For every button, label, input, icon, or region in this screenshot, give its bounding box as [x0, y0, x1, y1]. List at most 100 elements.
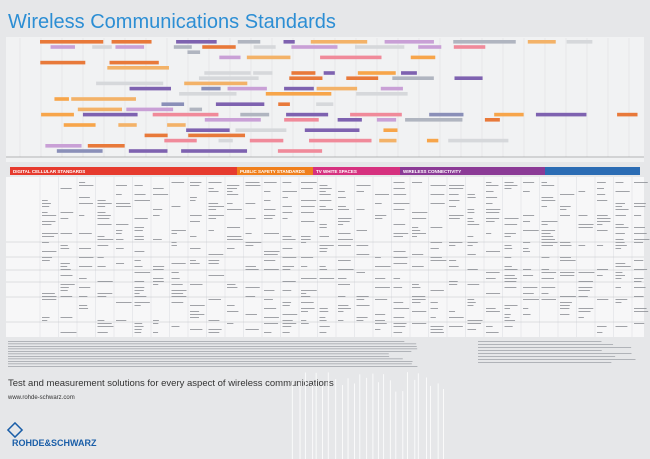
text-line — [504, 320, 516, 321]
text-line — [449, 266, 459, 267]
text-line — [227, 188, 238, 189]
text-line — [79, 248, 91, 249]
text-line — [412, 230, 421, 231]
text-line — [116, 320, 127, 321]
text-line — [97, 206, 106, 207]
text-line — [153, 239, 162, 240]
text-line — [134, 323, 143, 324]
text-line — [153, 278, 164, 279]
text-line — [412, 296, 426, 297]
text-line — [319, 236, 330, 237]
text-line — [541, 272, 557, 273]
text-line — [375, 218, 383, 219]
note-line — [8, 346, 417, 347]
text-line — [42, 212, 48, 213]
text-line — [560, 257, 571, 258]
timeline-bar — [40, 40, 104, 44]
timeline-bar — [448, 138, 509, 143]
text-line — [301, 182, 317, 183]
text-line — [97, 218, 110, 219]
text-line — [486, 272, 500, 273]
text-line — [375, 299, 388, 300]
note-line — [8, 366, 418, 367]
text-line — [486, 185, 499, 186]
timeline-bar — [167, 123, 186, 127]
text-line — [375, 215, 387, 216]
text-line — [634, 269, 648, 270]
timeline-bar — [152, 112, 219, 117]
section-title: DIGITAL CELLULAR STANDARDS — [13, 169, 85, 174]
text-line — [97, 203, 112, 204]
text-line — [486, 212, 500, 213]
text-line — [319, 311, 329, 312]
text-line — [449, 317, 464, 318]
text-line — [449, 206, 457, 207]
text-line — [134, 305, 141, 306]
text-line — [356, 209, 365, 210]
timeline-bar — [246, 55, 291, 60]
timeline-bar — [249, 138, 284, 143]
text-line — [578, 317, 584, 318]
text-line — [208, 191, 219, 192]
text-line — [79, 287, 91, 288]
text-line — [467, 212, 475, 213]
text-line — [319, 332, 327, 333]
section-band — [313, 167, 400, 175]
text-line — [319, 188, 332, 189]
text-line — [523, 242, 531, 243]
text-line — [301, 296, 311, 297]
text-line — [245, 182, 260, 183]
text-line — [42, 260, 50, 261]
timeline-bar — [291, 71, 316, 75]
text-line — [523, 248, 529, 249]
footnotes — [8, 341, 636, 367]
text-line — [319, 248, 328, 249]
text-line — [227, 323, 234, 324]
standards-table — [6, 177, 650, 337]
timeline-bar — [227, 86, 267, 91]
text-line — [208, 188, 214, 189]
timeline-bar — [320, 55, 382, 60]
text-line — [560, 245, 572, 246]
text-line — [486, 218, 500, 219]
text-line — [615, 227, 629, 228]
text-line — [541, 287, 556, 288]
section-headers: DIGITAL CELLULAR STANDARDS PUBLIC SAFETY … — [10, 167, 640, 175]
text-line — [97, 245, 109, 246]
text-line — [116, 263, 125, 264]
timeline-bar — [219, 55, 241, 60]
timeline-bar — [96, 81, 164, 86]
text-line — [541, 230, 556, 231]
text-line — [615, 209, 629, 210]
text-line — [560, 272, 575, 273]
text-line — [153, 266, 165, 267]
timeline-bar — [384, 40, 434, 44]
text-line — [227, 284, 236, 285]
text-line — [338, 218, 352, 219]
text-line — [467, 254, 476, 255]
text-line — [264, 308, 277, 309]
timeline-bar — [323, 71, 335, 75]
text-line — [227, 239, 243, 240]
text-line — [42, 233, 58, 234]
text-line — [467, 305, 474, 306]
text-line — [282, 290, 292, 291]
text-line — [208, 275, 225, 276]
text-line — [393, 203, 410, 204]
text-line — [134, 332, 142, 333]
text-line — [319, 191, 326, 192]
text-line — [79, 203, 93, 204]
url: www.rohde-schwarz.com — [7, 395, 75, 401]
timeline-bar — [354, 45, 405, 49]
text-line — [171, 302, 184, 303]
text-line — [190, 263, 200, 264]
text-line — [134, 260, 141, 261]
text-line — [97, 332, 108, 333]
text-line — [356, 191, 364, 192]
text-line — [393, 287, 403, 288]
text-line — [541, 233, 551, 234]
text-line — [116, 302, 132, 303]
text-line — [541, 245, 553, 246]
text-line — [97, 200, 106, 201]
text-line — [264, 332, 272, 333]
